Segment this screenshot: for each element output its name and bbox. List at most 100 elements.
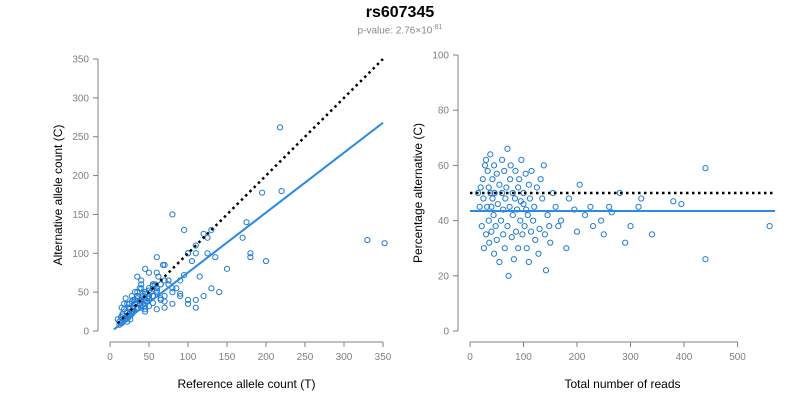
right-data-point xyxy=(536,225,543,232)
left-data-point xyxy=(124,300,131,307)
right-data-point xyxy=(512,228,520,235)
right-data-point xyxy=(766,223,773,230)
left-data-point xyxy=(138,285,145,292)
right-data-point xyxy=(638,195,645,202)
right-data-point xyxy=(555,223,562,230)
right-data-point xyxy=(522,170,529,177)
left-scatter-panel: 0 50 100 150 200 250 300 350 0 50 100 150 200 250 300 3… xyxy=(51,55,392,392)
right-data-point xyxy=(499,189,506,197)
right-data-point xyxy=(501,245,508,252)
left-data-point xyxy=(122,295,129,302)
right-x-axis-label: Total number of reads xyxy=(564,377,680,391)
left-data-point xyxy=(161,304,168,311)
left-x-tick-label: 50 xyxy=(143,352,155,363)
left-data-point xyxy=(128,292,135,300)
left-data-point xyxy=(204,234,211,241)
right-data-point xyxy=(537,176,544,183)
right-data-point xyxy=(499,156,506,163)
right-data-point xyxy=(702,165,709,172)
left-data-point xyxy=(177,290,184,297)
right-data-point xyxy=(478,223,485,230)
right-x-tick-label: 400 xyxy=(676,352,693,363)
left-data-point xyxy=(192,296,199,304)
left-data-point xyxy=(134,273,141,280)
left-data-point xyxy=(223,265,231,272)
left-y-tick-label: 100 xyxy=(72,249,89,260)
right-data-point xyxy=(496,258,503,266)
right-data-point xyxy=(489,195,496,202)
right-data-point xyxy=(563,245,570,252)
right-x-tick-label: 300 xyxy=(622,352,639,363)
left-data-point xyxy=(157,295,164,302)
left-data-point xyxy=(216,289,223,296)
right-data-point xyxy=(507,176,514,183)
left-reference-line xyxy=(116,58,384,325)
left-data-point xyxy=(204,250,211,257)
right-data-point xyxy=(494,200,501,208)
right-data-point xyxy=(490,211,497,219)
right-data-point xyxy=(520,200,527,208)
left-data-point xyxy=(169,289,176,296)
right-data-point xyxy=(482,231,490,238)
left-data-point xyxy=(169,300,176,307)
right-data-point xyxy=(482,156,490,163)
right-data-point xyxy=(565,195,573,202)
chart-title: rs607345 xyxy=(365,4,435,21)
right-data-point xyxy=(524,211,531,219)
right-data-point xyxy=(525,181,532,188)
left-data-point xyxy=(184,300,192,307)
right-data-point xyxy=(547,239,554,246)
right-data-point xyxy=(521,223,528,230)
right-y-tick-label: 0 xyxy=(443,327,449,338)
left-data-point xyxy=(142,308,149,315)
right-data-point xyxy=(515,184,522,191)
right-data-point xyxy=(544,211,551,219)
right-data-point xyxy=(526,195,534,202)
right-data-point xyxy=(523,245,530,252)
left-data-point xyxy=(169,211,176,218)
right-data-point xyxy=(541,231,549,238)
right-data-point xyxy=(571,206,578,213)
left-data-point xyxy=(134,295,141,302)
right-data-point xyxy=(487,189,494,197)
right-data-point xyxy=(535,250,542,257)
right-data-point xyxy=(581,211,589,219)
left-x-tick-label: 250 xyxy=(297,352,314,363)
right-data-point xyxy=(678,200,685,208)
left-data-point xyxy=(364,236,371,244)
left-data-point xyxy=(161,261,168,269)
left-data-point xyxy=(173,285,180,292)
left-data-point xyxy=(262,257,270,265)
right-data-point xyxy=(600,231,607,238)
right-data-point xyxy=(530,217,537,224)
left-y-tick-label: 150 xyxy=(72,210,89,221)
left-y-tick-label: 300 xyxy=(72,93,89,104)
right-data-point xyxy=(480,245,488,252)
left-data-point xyxy=(247,250,254,257)
left-x-tick-label: 350 xyxy=(375,352,392,363)
left-x-tick-label: 150 xyxy=(219,352,236,363)
right-data-point xyxy=(484,167,491,175)
right-data-point xyxy=(480,195,487,202)
left-y-tick-label: 50 xyxy=(78,288,90,299)
right-data-point xyxy=(490,162,498,169)
left-x-tick-label: 100 xyxy=(180,352,197,363)
left-data-point xyxy=(130,304,137,311)
right-data-point xyxy=(523,206,530,213)
right-data-point xyxy=(510,256,517,263)
right-data-point xyxy=(587,203,594,210)
right-data-point xyxy=(476,203,483,210)
right-data-point xyxy=(525,258,532,266)
left-data-point xyxy=(153,289,160,296)
right-data-point xyxy=(517,217,524,224)
right-scatter-panel: 0 100 200 300 400 500 0 20 40 60 80 100 Total number… xyxy=(411,51,775,391)
left-data-point xyxy=(276,124,284,131)
left-data-point xyxy=(126,300,133,307)
left-x-axis-label: Reference allele count (T) xyxy=(177,377,315,391)
right-data-point xyxy=(485,217,492,224)
left-y-tick-label: 200 xyxy=(72,171,89,182)
left-data-point xyxy=(145,269,153,276)
right-data-point xyxy=(515,245,522,252)
right-data-point xyxy=(509,189,516,197)
